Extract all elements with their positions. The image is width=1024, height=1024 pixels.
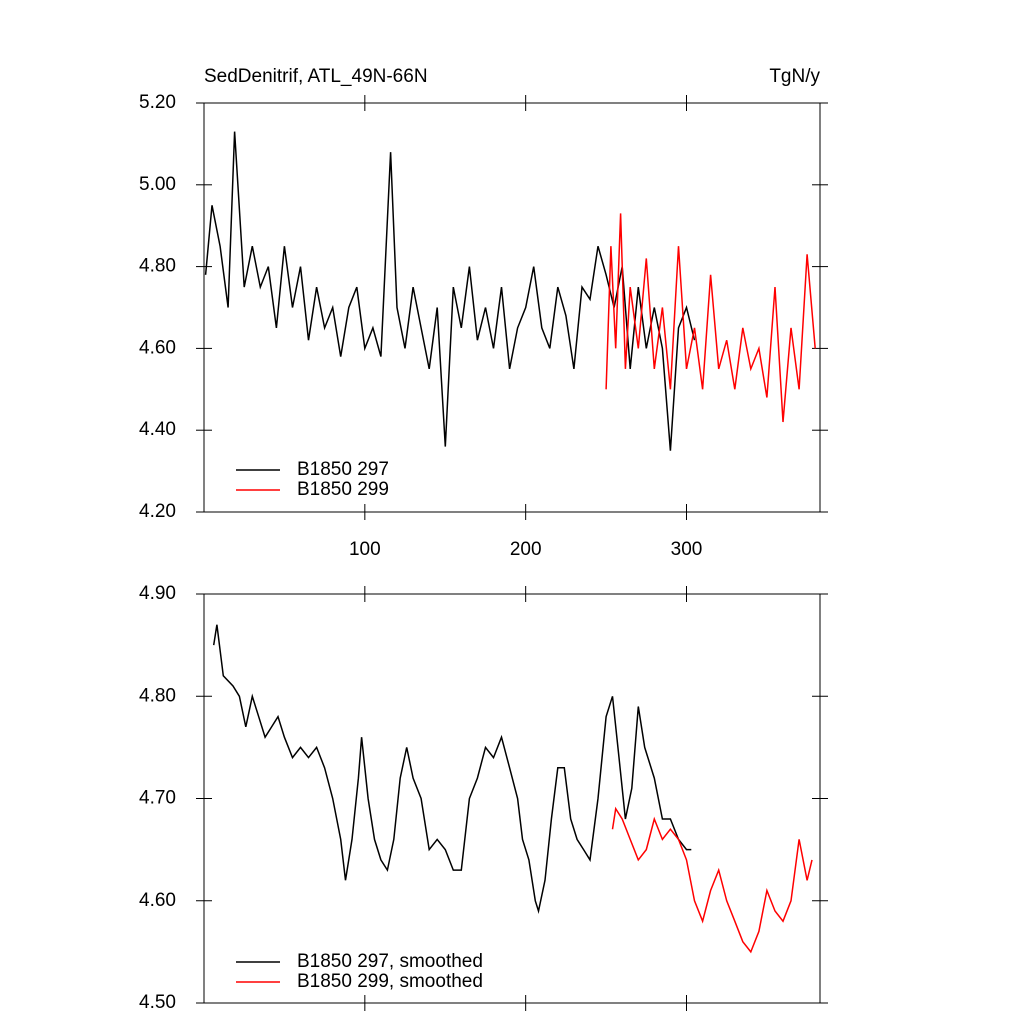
- legend-label: B1850 299: [297, 479, 389, 500]
- y-tick-label: 4.20: [139, 501, 176, 522]
- y-tick-label: 5.00: [139, 174, 176, 195]
- y-tick-label: 5.20: [139, 92, 176, 113]
- y-tick-label: 4.70: [139, 788, 176, 809]
- legend-label: B1850 297, smoothed: [297, 951, 483, 972]
- data-line: [204, 131, 696, 451]
- legend-label: B1850 297: [297, 459, 389, 480]
- x-tick-label: 300: [671, 539, 703, 560]
- chart-title: SedDenitrif, ATL_49N-66N: [204, 66, 428, 87]
- y-tick-label: 4.90: [139, 583, 176, 604]
- legend-label: B1850 299, smoothed: [297, 971, 483, 992]
- plot-frame: [203, 593, 821, 1004]
- data-line: [605, 213, 816, 423]
- x-tick-label: 200: [510, 539, 542, 560]
- y-tick-label: 4.80: [139, 685, 176, 706]
- units-label: TgN/y: [769, 66, 820, 87]
- y-tick-label: 4.40: [139, 419, 176, 440]
- data-line: [212, 624, 692, 914]
- y-tick-label: 4.60: [139, 337, 176, 358]
- y-tick-label: 4.80: [139, 256, 176, 277]
- plot-frame: [203, 102, 821, 513]
- data-line: [611, 806, 813, 954]
- x-tick-label: 100: [349, 539, 381, 560]
- y-tick-label: 4.60: [139, 890, 176, 911]
- y-tick-label: 4.50: [139, 992, 176, 1013]
